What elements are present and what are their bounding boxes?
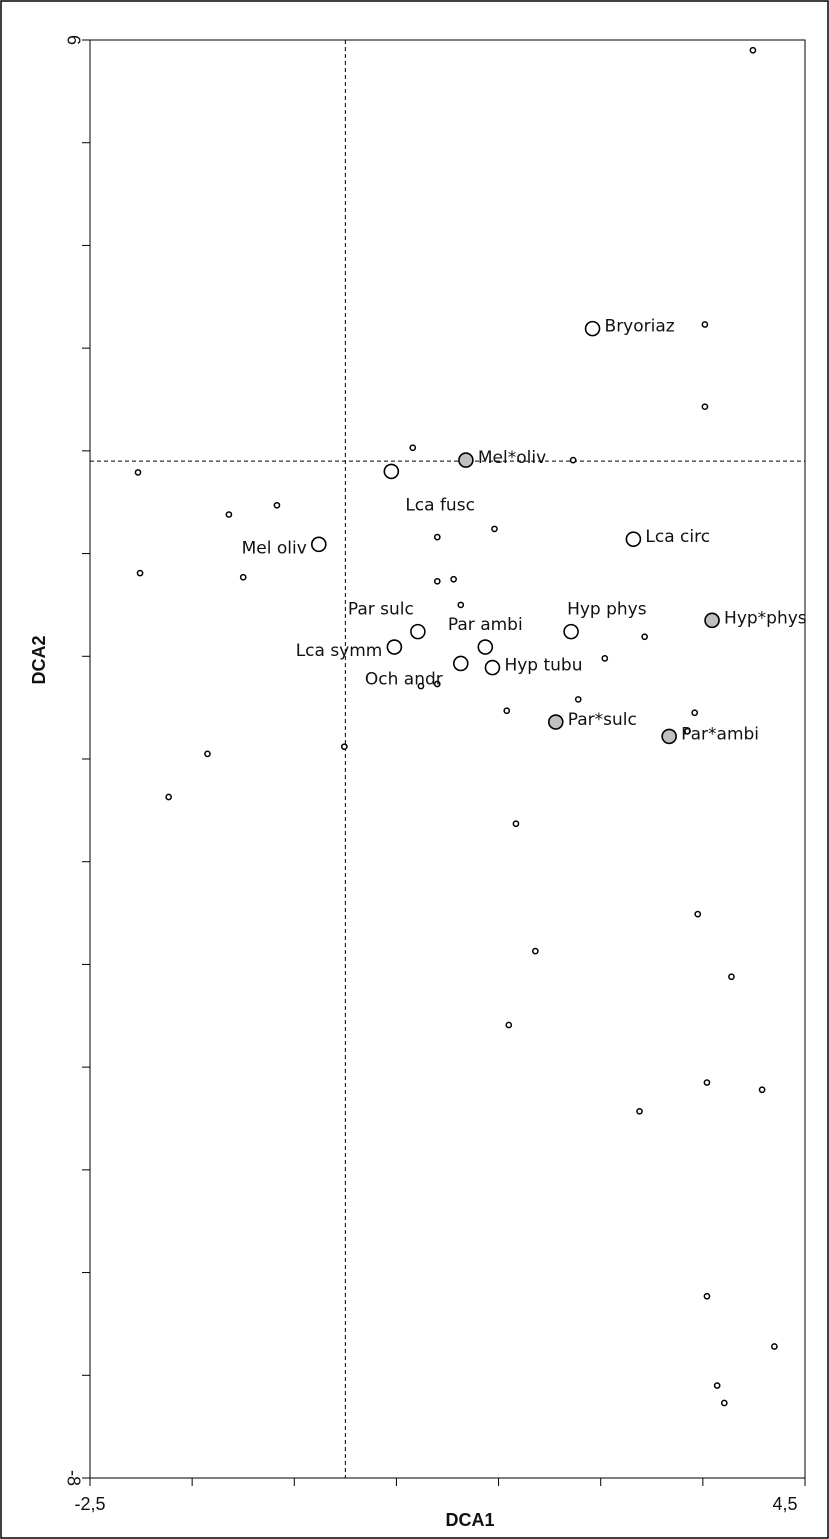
point [458, 452, 474, 468]
point [701, 321, 709, 328]
point [601, 654, 609, 662]
point [386, 639, 403, 655]
point [136, 569, 144, 577]
point-label: Lca symm [296, 641, 383, 661]
point [694, 910, 702, 918]
point [641, 633, 648, 641]
point-label: Bryoriaz [605, 317, 675, 337]
point [531, 947, 539, 955]
point [547, 714, 564, 730]
point [239, 573, 247, 581]
point-label: Mel*oliv [478, 448, 546, 468]
point [713, 1382, 721, 1389]
x-tick-label: 4,5 [772, 1494, 797, 1514]
point [452, 655, 469, 672]
point [417, 682, 425, 690]
point [625, 531, 642, 547]
point [703, 1292, 711, 1300]
point [273, 501, 281, 509]
point [134, 469, 142, 476]
point [410, 623, 426, 640]
point [457, 601, 465, 609]
point [512, 820, 520, 828]
y-axis-title: DCA2 [29, 635, 49, 684]
point [728, 973, 735, 981]
point [701, 403, 709, 411]
point [684, 727, 691, 735]
point-label: Och andr [365, 669, 443, 689]
point [505, 1021, 513, 1029]
point-label: Hyp tubu [504, 656, 582, 676]
point [433, 533, 441, 541]
point [433, 680, 441, 688]
point [204, 750, 211, 758]
x-axis-title: DCA1 [445, 1510, 494, 1530]
x-tick-label: -2,5 [74, 1494, 105, 1514]
point [691, 709, 699, 717]
point [720, 1399, 728, 1407]
point [661, 728, 677, 745]
point-label: Par*ambi [681, 724, 759, 744]
point-label: Par ambi [448, 615, 523, 635]
point [569, 456, 577, 464]
point-label: Par*sulc [568, 710, 637, 730]
point-label: Lca fusc [405, 495, 475, 515]
plot-area [89, 39, 806, 1479]
point [383, 463, 400, 480]
point [771, 1343, 778, 1350]
point [409, 444, 417, 452]
point [484, 659, 501, 676]
point [563, 623, 579, 640]
point [503, 707, 511, 715]
point [310, 536, 327, 553]
point [433, 577, 441, 585]
point [477, 639, 494, 655]
point [225, 511, 233, 518]
point-label: Hyp phys [567, 600, 647, 620]
point [491, 525, 498, 533]
point [703, 1079, 711, 1086]
point-label: Par sulc [348, 600, 414, 620]
point [165, 793, 172, 801]
point [574, 696, 582, 703]
point-label: Hyp*phys [724, 608, 807, 628]
point [584, 320, 601, 337]
point [749, 46, 757, 54]
point-label: Mel oliv [242, 538, 307, 558]
point [636, 1107, 643, 1115]
y-tick-label: 6 [63, 35, 83, 45]
point [704, 612, 720, 629]
point [758, 1086, 766, 1094]
point [450, 575, 457, 583]
point [340, 743, 348, 751]
point-label: Lca circ [645, 527, 710, 547]
y-tick-label: -8 [63, 1470, 83, 1486]
